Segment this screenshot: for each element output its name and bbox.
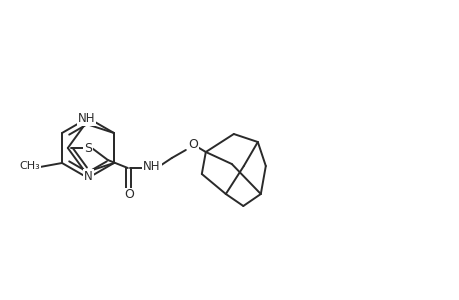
Text: O: O xyxy=(123,188,134,202)
Text: CH₃: CH₃ xyxy=(20,161,40,171)
Text: NH: NH xyxy=(78,112,95,125)
Text: S: S xyxy=(84,142,92,154)
Text: NH: NH xyxy=(143,160,160,172)
Text: O: O xyxy=(187,137,197,151)
Text: N: N xyxy=(84,170,93,183)
